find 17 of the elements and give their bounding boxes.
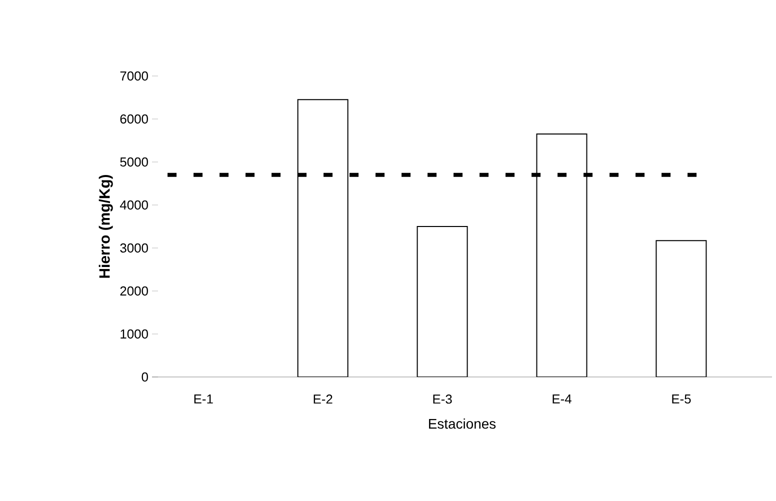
- x-axis-title: Estaciones: [429, 418, 496, 429]
- y-axis-title: Hierro (mg/Kg): [98, 174, 113, 278]
- y-tick-label: 0: [142, 372, 148, 382]
- x-tick-label: E-2: [314, 394, 332, 404]
- x-tick-label: E-5: [672, 394, 691, 404]
- y-tick-label: 5000: [120, 157, 148, 167]
- y-tick-label: 6000: [120, 114, 148, 124]
- bar: [416, 226, 468, 377]
- y-tick-label: 7000: [120, 71, 148, 81]
- x-tick-label: E-1: [194, 394, 213, 404]
- y-tick-label: 3000: [120, 243, 148, 253]
- x-tick-label: E-3: [433, 394, 452, 404]
- y-tick-label: 4000: [120, 200, 148, 210]
- bar: [656, 240, 707, 377]
- y-tick-label: 1000: [120, 329, 148, 339]
- x-tick-label: E-4: [552, 394, 572, 404]
- y-tick-label: 2000: [120, 286, 148, 296]
